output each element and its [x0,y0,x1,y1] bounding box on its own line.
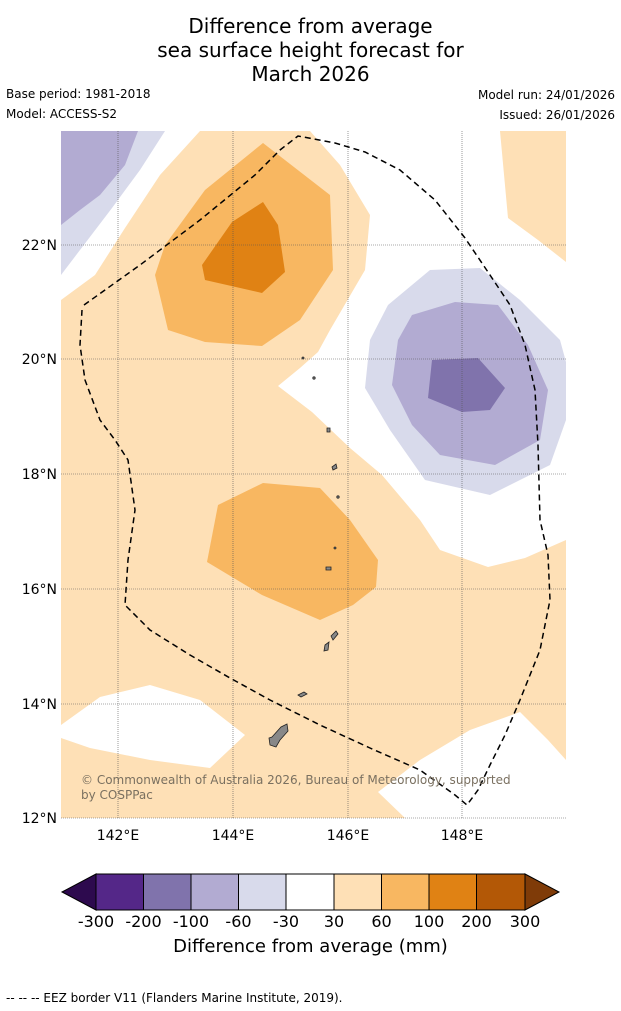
graticule [61,131,566,819]
copyright-line-2: by COSPPac [81,788,153,802]
island-pagan [331,463,338,471]
colorbar-tick-neg60: -60 [225,912,251,931]
title-line-3: March 2026 [251,62,370,86]
colorbar-swatch-neg200-neg100 [143,873,192,911]
colorbar-extend-high [524,873,561,911]
island-maug [301,356,305,360]
colorbar-swatch-neg100-neg60 [190,873,239,911]
colorbar-ticks: -300 -200 -100 -60 -30 30 60 100 200 300 [78,912,540,931]
island-sarigan [333,546,337,550]
lon-label-144e: 144°E [212,828,255,844]
colorbar-tick-30: 30 [324,912,344,931]
colorbar-swatch-neg60-neg30 [238,873,287,911]
colorbar-tick-300: 300 [510,912,541,931]
map-title: Difference from average sea surface heig… [0,14,621,86]
lat-labels: 22°N 20°N 18°N 16°N 14°N 12°N [22,238,57,827]
island-farallon [312,376,316,380]
issued-label: Issued: 26/01/2026 [499,108,615,122]
island-alamagan [336,495,340,499]
lat-label-18n: 18°N [22,467,57,483]
lat-label-20n: 20°N [22,352,57,368]
eez-legend-note: -- -- -- EEZ border V11 (Flanders Marine… [6,991,343,1005]
island-saipan [330,630,339,641]
colorbar-swatch-100-200 [428,873,477,911]
copyright-line-1: © Commonwealth of Australia 2026, Bureau… [81,773,511,787]
colorbar-swatch-200-300 [476,873,526,911]
title-line-2: sea surface height forecast for [157,38,464,62]
lat-label-16n: 16°N [22,582,57,598]
colorbar-title: Difference from average (mm) [173,936,448,957]
colorbar-tick-200: 200 [461,912,492,931]
contour-positive-100-200-north [202,202,285,293]
islands [268,356,340,748]
colorbar-swatch-30-60 [333,873,382,911]
island-guam [268,723,289,748]
colorbar-tick-neg100: -100 [173,912,209,931]
lon-labels: 142°E 144°E 146°E 148°E [97,828,484,844]
colorbar-tick-neg30: -30 [273,912,299,931]
lon-label-146e: 146°E [327,828,370,844]
contour-negative-60-100-northwest [61,131,138,225]
island-rota [297,691,308,698]
eez-border [79,135,551,807]
contour-field [61,131,566,818]
colorbar-tick-neg300: -300 [78,912,114,931]
lat-label-22n: 22°N [22,238,57,254]
lon-label-148e: 148°E [441,828,484,844]
colorbar-swatch-neg300-neg200 [95,873,144,911]
contour-neutral-southwest [61,685,245,768]
lon-label-142e: 142°E [97,828,140,844]
lat-label-14n: 14°N [22,697,57,713]
contour-positive-60-100-central [207,483,378,620]
island-tinian [323,641,330,652]
colorbar-swatch-neg30-30 [285,873,335,911]
colorbar [60,873,561,911]
colorbar-swatch-60-100 [381,873,430,911]
model-label: Model: ACCESS-S2 [6,107,118,121]
colorbar-tick-neg200: -200 [125,912,161,931]
title-line-1: Difference from average [188,14,433,38]
island-asuncion [326,427,331,433]
colorbar-tick-100: 100 [414,912,445,931]
contour-negative-100-200-east [428,358,505,412]
colorbar-tick-60: 60 [371,912,391,931]
lat-label-12n: 12°N [22,811,57,827]
model-run-label: Model run: 24/01/2026 [477,88,615,102]
base-period-label: Base period: 1981-2018 [6,87,151,101]
colorbar-extend-low [60,873,97,911]
contour-neutral-southeast [378,712,566,818]
island-anatahan [325,566,332,571]
